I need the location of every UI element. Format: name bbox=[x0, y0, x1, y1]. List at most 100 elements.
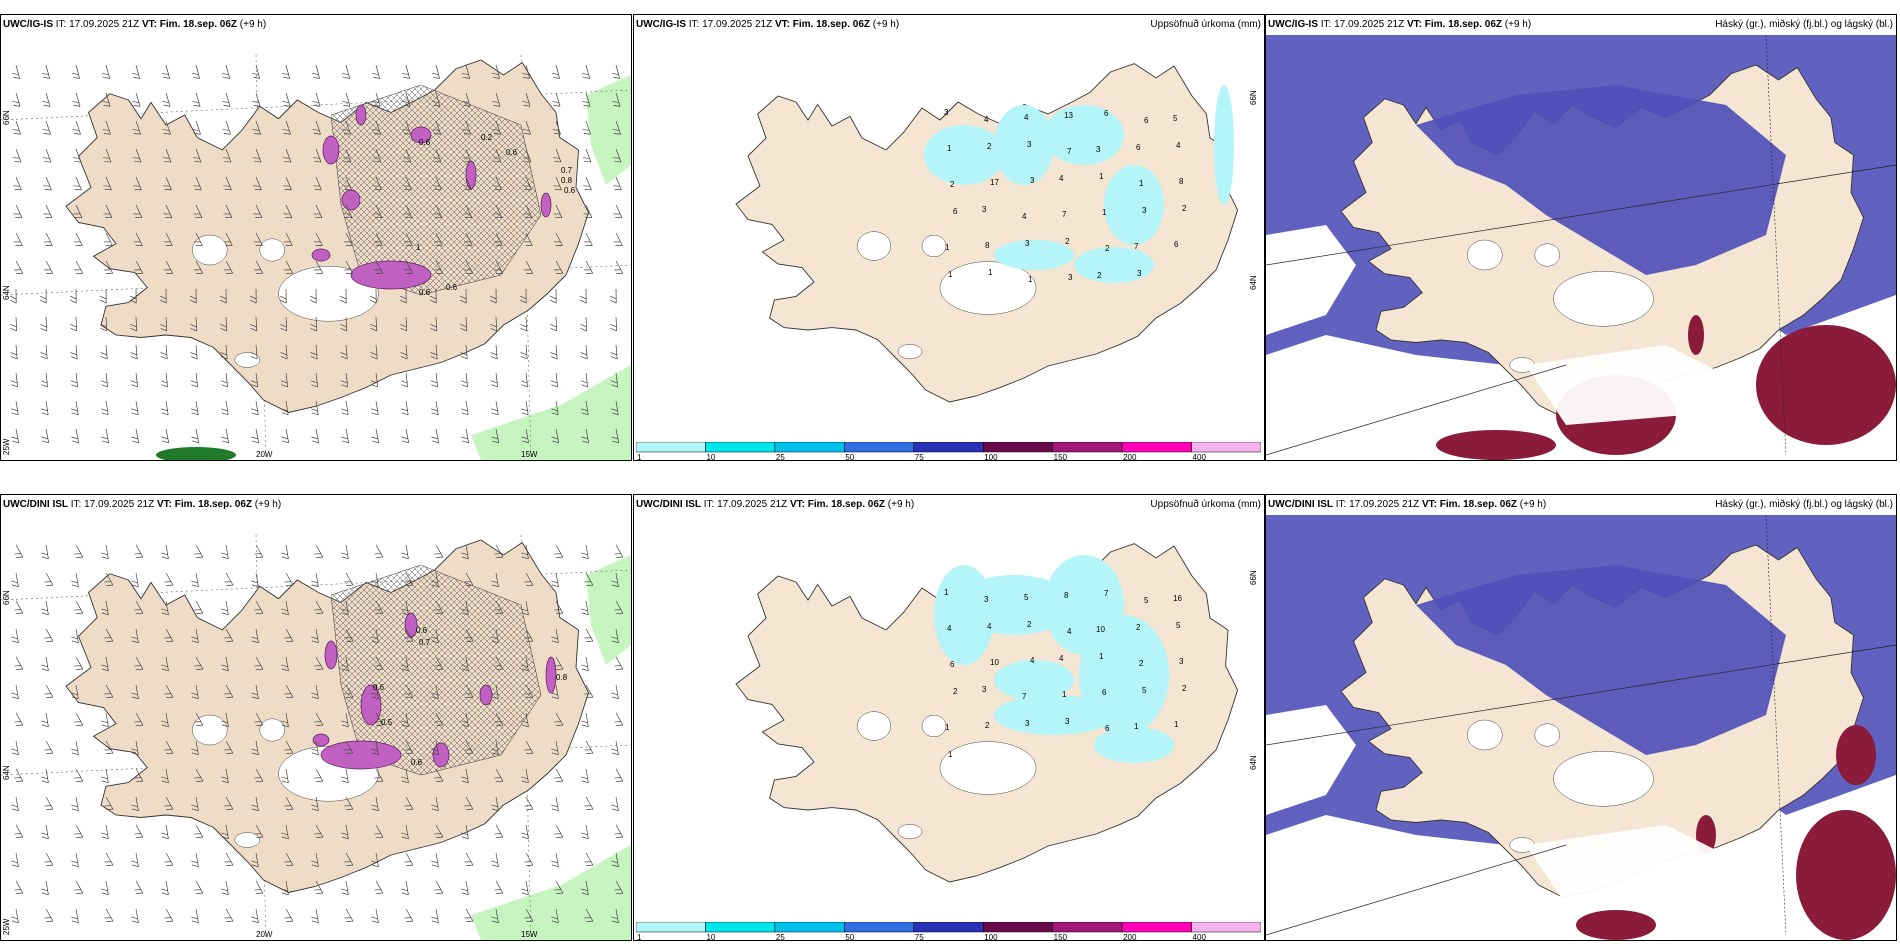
precip-value: 1 bbox=[948, 750, 953, 759]
wind-barb bbox=[223, 232, 233, 246]
wind-barb bbox=[71, 796, 79, 812]
wind-barb bbox=[461, 768, 469, 784]
wind-barb bbox=[463, 232, 473, 246]
wind-barb bbox=[402, 120, 411, 135]
wind-barb bbox=[191, 628, 199, 644]
glacier-langjokull bbox=[192, 714, 228, 746]
wind-barb bbox=[280, 316, 288, 332]
colorbar-label: 200 bbox=[1123, 933, 1137, 940]
contour-label: 0.7 bbox=[561, 166, 573, 175]
precip-value: 6 bbox=[1174, 240, 1179, 249]
wind-barb bbox=[341, 824, 349, 840]
wind-barb bbox=[404, 740, 414, 754]
wind-barb bbox=[492, 148, 502, 163]
glacier-vatnajokull bbox=[1553, 271, 1654, 327]
wind-barb bbox=[551, 628, 559, 644]
wind-barb bbox=[464, 684, 474, 698]
wind-barb bbox=[461, 656, 469, 672]
wind-barb bbox=[283, 176, 292, 191]
wind-barb bbox=[281, 712, 289, 728]
wind-barb bbox=[459, 288, 467, 304]
wind-barb bbox=[461, 544, 469, 560]
wind-barb bbox=[10, 372, 19, 388]
wind-barb bbox=[281, 600, 289, 616]
wind-barb bbox=[582, 120, 591, 135]
wind-barb bbox=[221, 656, 229, 672]
wind-barb bbox=[73, 204, 83, 219]
wind-barb bbox=[134, 824, 144, 838]
wind-barb bbox=[131, 684, 139, 700]
wind-barb bbox=[432, 92, 441, 107]
colorbar-swatch bbox=[844, 442, 915, 453]
cloud-low bbox=[1836, 725, 1876, 785]
glacier-hofsjokull bbox=[921, 714, 947, 738]
precip-value: 6 bbox=[953, 207, 958, 216]
wind-barb bbox=[581, 400, 589, 416]
wind-barb bbox=[282, 120, 291, 135]
panel-header: UWC/IG-IS IT: 17.09.2025 21Z VT: Fim. 18… bbox=[636, 19, 900, 30]
wind-barb bbox=[72, 120, 81, 135]
wind-barb bbox=[520, 316, 528, 332]
wind-barb bbox=[581, 712, 589, 728]
wind-barb bbox=[284, 628, 294, 642]
wind-barb bbox=[523, 204, 533, 219]
wind-barb bbox=[11, 428, 20, 444]
wind-barb bbox=[521, 400, 529, 416]
precip-colorbar: 1 10 25 50 75 100 150 200 400 bbox=[636, 442, 1261, 460]
wind-barb bbox=[401, 768, 409, 784]
wind-barb bbox=[131, 400, 139, 416]
wind-barb bbox=[44, 908, 54, 922]
wind-barb bbox=[524, 796, 534, 810]
precip-value: 3 bbox=[1142, 206, 1147, 215]
wind-barb bbox=[342, 92, 351, 107]
axis-label: 20W bbox=[256, 930, 273, 939]
wind-barb bbox=[131, 740, 139, 756]
precip-value: 2 bbox=[1105, 244, 1110, 253]
wind-barb bbox=[461, 600, 469, 616]
wind-barb bbox=[11, 628, 19, 644]
wind-barb bbox=[161, 712, 169, 728]
wind-barb bbox=[191, 908, 199, 924]
wind-barb bbox=[461, 880, 469, 896]
cloud-map bbox=[1266, 35, 1896, 460]
wind-barb bbox=[430, 344, 438, 360]
wind-barb bbox=[611, 740, 619, 756]
colorbar-label: 10 bbox=[706, 933, 715, 940]
wind-barb bbox=[41, 428, 50, 444]
wind-barb bbox=[461, 824, 469, 840]
wind-barb bbox=[584, 260, 594, 274]
wind-barb bbox=[371, 428, 380, 444]
wind-barb bbox=[553, 176, 562, 191]
wind-barb bbox=[491, 400, 499, 416]
wind-barb bbox=[403, 204, 413, 219]
wind-barb bbox=[311, 428, 320, 444]
wind-barb bbox=[9, 288, 17, 304]
wind-barb bbox=[11, 400, 19, 416]
wind-barb bbox=[491, 628, 499, 644]
wind-barb bbox=[133, 176, 142, 191]
wind-barb bbox=[610, 316, 618, 332]
wind-barb bbox=[100, 372, 109, 388]
panel-wind-row1: UWC/IG-IS IT: 17.09.2025 21Z VT: Fim. 18… bbox=[0, 14, 632, 461]
wind-barb bbox=[133, 204, 143, 219]
wind-barb bbox=[521, 544, 529, 560]
wind-barb bbox=[402, 148, 412, 163]
wind-barb bbox=[312, 148, 322, 163]
wind-barb bbox=[221, 600, 229, 616]
wind-barb bbox=[610, 344, 618, 360]
colorbar-swatch bbox=[1191, 922, 1261, 933]
wind-barb bbox=[614, 824, 624, 838]
colorbar-swatch bbox=[913, 922, 984, 933]
wind-barb bbox=[101, 600, 109, 616]
wind-barb bbox=[464, 628, 474, 642]
wind-barb bbox=[460, 344, 468, 360]
precip-blob bbox=[360, 684, 382, 726]
wind-barb bbox=[552, 92, 561, 107]
wind-barb bbox=[164, 852, 174, 866]
wind-barb bbox=[101, 544, 109, 560]
wind-barb bbox=[551, 684, 559, 700]
glacier-myrdalsjokull bbox=[897, 824, 923, 840]
precip-value: 2 bbox=[1136, 623, 1141, 632]
wind-barb bbox=[194, 712, 204, 726]
wind-barb bbox=[311, 684, 319, 700]
